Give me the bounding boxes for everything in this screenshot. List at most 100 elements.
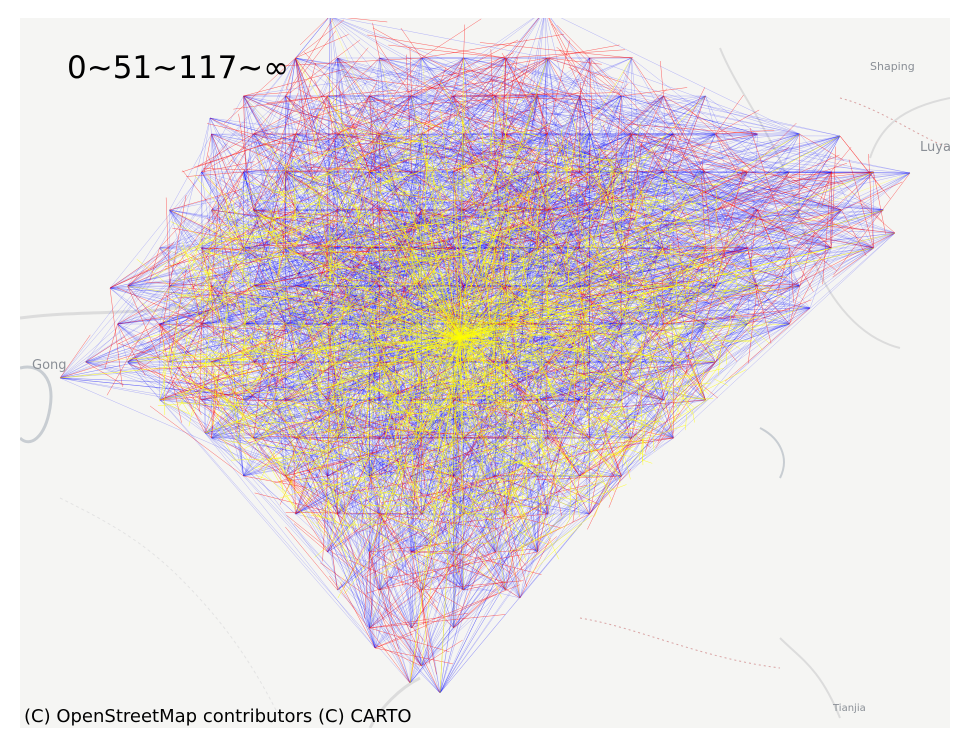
- network-edge: [127, 361, 464, 591]
- network-edge: [743, 209, 842, 237]
- network-edge: [379, 209, 422, 667]
- network-edge: [295, 247, 874, 515]
- network-edge: [411, 171, 748, 401]
- network-edge: [169, 247, 244, 363]
- network-edge: [337, 513, 441, 694]
- network-edge: [547, 361, 706, 401]
- network-edge: [285, 399, 319, 497]
- network-edge: [85, 361, 454, 477]
- network-edge: [264, 143, 328, 173]
- network-edge: [59, 247, 160, 379]
- network-edge: [463, 24, 466, 59]
- network-edge: [211, 437, 496, 553]
- network-edge: [568, 67, 622, 97]
- network-edge: [369, 172, 911, 477]
- network-edge: [295, 133, 338, 287]
- network-edge: [379, 475, 580, 515]
- network-edge: [369, 551, 463, 607]
- network-edge: [803, 203, 874, 249]
- network-edge: [379, 133, 538, 325]
- network-edge: [159, 360, 258, 401]
- network-edge: [537, 440, 563, 553]
- network-edge: [579, 209, 674, 401]
- network-edge: [421, 133, 911, 174]
- network-edge: [344, 185, 380, 211]
- network-edge: [621, 247, 699, 258]
- network-edge: [379, 57, 590, 211]
- network-edge: [379, 115, 452, 135]
- network-edge: [421, 323, 790, 439]
- network-edge: [589, 57, 800, 135]
- network-edge: [421, 232, 896, 515]
- network-edge: [439, 513, 590, 694]
- network-edge: [453, 95, 716, 211]
- network-edge: [505, 133, 716, 287]
- network-edge: [579, 285, 758, 325]
- network-edge: [337, 57, 375, 82]
- network-edge: [159, 392, 250, 401]
- network-edge: [715, 209, 727, 265]
- network-edge: [228, 171, 286, 232]
- network-edge: [705, 171, 825, 221]
- network-edge: [663, 247, 789, 279]
- network-edge: [169, 285, 254, 338]
- network-edge: [276, 209, 296, 279]
- network-edge: [578, 315, 632, 363]
- network-edge: [127, 171, 706, 363]
- network-edge: [622, 71, 674, 135]
- network-edge: [494, 171, 622, 238]
- network-edge: [209, 117, 412, 173]
- network-edge: [621, 95, 716, 135]
- network-edge: [285, 57, 422, 477]
- network-edge: [109, 133, 338, 289]
- network-edge: [109, 266, 158, 289]
- network-edge: [411, 522, 479, 629]
- network-edge: [337, 133, 380, 211]
- network-edge: [421, 195, 487, 287]
- network-edge: [253, 57, 464, 135]
- network-edge: [327, 171, 548, 515]
- network-edge: [589, 209, 632, 439]
- network-edge: [295, 171, 328, 211]
- network-edge: [169, 209, 202, 249]
- network-edge: [463, 57, 800, 135]
- network-edge: [285, 95, 622, 477]
- network-edge: [337, 171, 664, 363]
- network-edge: [204, 361, 296, 434]
- network-edge: [547, 171, 790, 287]
- network-edge: [159, 323, 506, 439]
- network-edge: [551, 23, 622, 97]
- network-edge: [547, 209, 664, 325]
- network-edge: [808, 209, 884, 250]
- network-edge: [453, 95, 496, 477]
- map-canvas[interactable]: Shaping Luya Gong Tianjia: [20, 18, 950, 728]
- network-edge: [211, 133, 244, 477]
- network-edge: [547, 361, 651, 448]
- network-edge: [327, 57, 506, 477]
- network-edges: [59, 18, 911, 694]
- network-edge: [327, 289, 333, 401]
- network-edge: [369, 285, 800, 325]
- network-edge: [547, 437, 602, 477]
- network-edge: [207, 123, 254, 135]
- network-edge: [211, 247, 622, 287]
- network-edge: [495, 92, 615, 97]
- network-edge: [243, 399, 328, 477]
- network-edge: [285, 95, 328, 477]
- network-edge: [589, 437, 617, 481]
- network-edge: [547, 247, 622, 439]
- network-edge: [285, 95, 296, 211]
- network-edge: [137, 323, 202, 371]
- network-edge: [243, 133, 758, 173]
- network-edge: [715, 183, 822, 211]
- network-edge: [550, 18, 664, 173]
- network-edge: [109, 287, 244, 325]
- network-edge: [285, 475, 344, 520]
- network-edge: [510, 513, 590, 554]
- network-edge: [117, 285, 338, 325]
- network-edge: [701, 161, 716, 287]
- network-edge: [337, 171, 706, 515]
- network-edge: [59, 377, 286, 401]
- network-edge: [550, 399, 580, 468]
- network-edge: [209, 117, 548, 211]
